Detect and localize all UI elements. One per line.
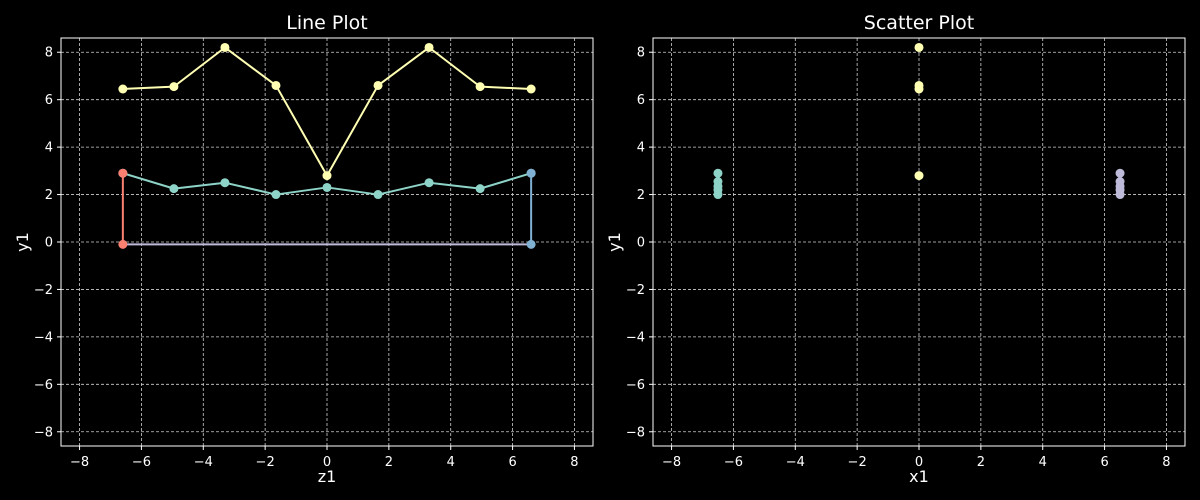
y-tick-label: 8: [45, 46, 53, 61]
scatter-plot-ylabel: y1: [605, 232, 624, 252]
data-point: [475, 82, 485, 92]
x-tick-label: −2: [848, 455, 867, 470]
data-point: [914, 171, 924, 181]
y-tick-label: −6: [34, 378, 53, 393]
data-point: [271, 80, 281, 90]
data-point: [169, 82, 179, 92]
data-point: [220, 42, 230, 52]
x-tick-label: −4: [786, 455, 805, 470]
data-point: [373, 190, 383, 200]
x-tick-label: 0: [323, 455, 331, 470]
y-tick-label: 6: [637, 93, 645, 108]
x-tick-label: 8: [1162, 455, 1170, 470]
data-point: [424, 178, 434, 188]
series-line: [122, 46, 532, 177]
data-point: [118, 168, 128, 178]
y-tick-label: 2: [45, 188, 53, 203]
x-tick-label: 4: [447, 455, 455, 470]
y-tick-label: 6: [45, 93, 53, 108]
scatter-plot-title: Scatter Plot: [864, 12, 974, 34]
y-tick-label: 0: [637, 236, 645, 251]
data-point: [1115, 168, 1125, 178]
y-tick-label: 2: [637, 188, 645, 203]
scatter-plot-panel: Scatter Plot x1 y1 −8 −8 −6 −6 −4 −4 −2 −2 0 0 2 2 4…: [605, 12, 1186, 486]
data-point: [424, 42, 434, 52]
x-tick-label: −2: [256, 455, 275, 470]
scatter-plot-xlabel: x1: [909, 467, 929, 486]
data-point: [220, 178, 230, 188]
data-point: [169, 184, 179, 194]
x-tick-label: 8: [570, 455, 578, 470]
y-tick-label: −2: [34, 283, 53, 298]
y-tick-label: −4: [626, 330, 645, 345]
x-tick-label: 2: [385, 455, 393, 470]
data-point: [914, 80, 924, 90]
x-tick-label: −6: [132, 455, 151, 470]
line-plot-panel: Line Plot z1 y1 −8 −8 −6 −6 −4 −4 −2 −2 0 0 2 2 4 4 6 6…: [13, 12, 594, 486]
y-tick-label: 4: [637, 141, 645, 156]
y-tick-label: −4: [34, 330, 53, 345]
data-point: [526, 84, 536, 94]
line-plot-title: Line Plot: [286, 12, 367, 34]
data-point: [526, 168, 536, 178]
y-tick-label: 4: [45, 141, 53, 156]
y-tick-label: 8: [637, 46, 645, 61]
x-tick-label: 6: [1100, 455, 1108, 470]
data-point: [373, 80, 383, 90]
y-tick-label: −8: [34, 425, 53, 440]
x-tick-label: 6: [508, 455, 516, 470]
x-tick-label: −8: [70, 455, 89, 470]
line-plot-ylabel: y1: [13, 232, 32, 252]
y-tick-label: −6: [626, 378, 645, 393]
data-point: [914, 42, 924, 52]
data-point: [322, 171, 332, 181]
x-tick-label: 4: [1039, 455, 1047, 470]
data-point: [271, 190, 281, 200]
data-point: [1115, 177, 1125, 187]
y-tick-label: −8: [626, 425, 645, 440]
x-tick-label: −4: [194, 455, 213, 470]
x-tick-label: 0: [915, 455, 923, 470]
data-point: [526, 239, 536, 249]
x-tick-label: 2: [977, 455, 985, 470]
x-tick-label: −6: [724, 455, 743, 470]
y-tick-label: −2: [626, 283, 645, 298]
data-point: [713, 177, 723, 187]
line-plot-xlabel: z1: [318, 467, 337, 486]
data-point: [118, 239, 128, 249]
y-tick-label: 0: [45, 236, 53, 251]
x-tick-label: −8: [662, 455, 681, 470]
data-point: [475, 184, 485, 194]
data-point: [713, 168, 723, 178]
data-point: [322, 182, 332, 192]
data-point: [118, 84, 128, 94]
